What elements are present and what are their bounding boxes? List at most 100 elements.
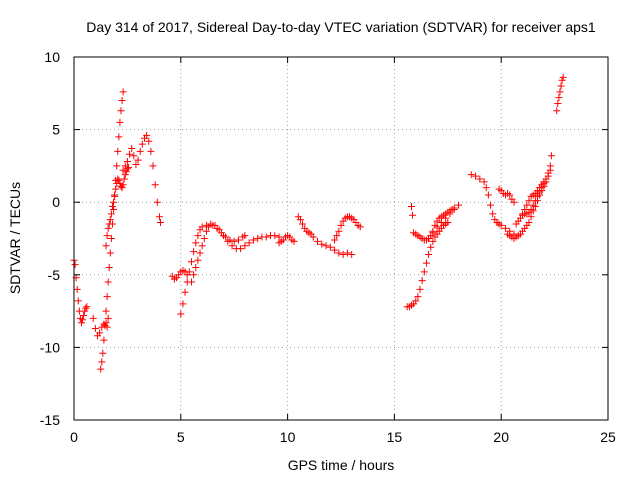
- data-point: [102, 307, 110, 315]
- data-point: [420, 268, 428, 276]
- data-point: [558, 76, 566, 84]
- data-point: [482, 184, 490, 192]
- data-point: [181, 288, 189, 296]
- y-tick-label: -10: [40, 339, 60, 355]
- data-point: [110, 198, 118, 206]
- data-point: [91, 325, 99, 333]
- data-point: [314, 237, 322, 245]
- x-axis-label: GPS time / hours: [288, 457, 395, 473]
- data-point: [547, 152, 555, 160]
- y-tick-label: -5: [48, 267, 61, 283]
- data-point: [222, 233, 230, 241]
- data-point: [444, 219, 452, 227]
- data-point: [145, 137, 153, 145]
- data-point: [245, 239, 253, 247]
- data-point: [510, 198, 518, 206]
- data-point: [437, 219, 445, 227]
- chart-title: Day 314 of 2017, Sidereal Day-to-day VTE…: [86, 19, 596, 35]
- data-point: [254, 235, 262, 242]
- data-point: [119, 88, 127, 96]
- data-point: [107, 210, 115, 218]
- data-point: [198, 242, 206, 250]
- data-point: [205, 223, 213, 231]
- data-point: [190, 248, 198, 256]
- data-point: [202, 227, 210, 235]
- data-point: [105, 264, 113, 272]
- plot-area-frame: [73, 56, 609, 421]
- data-point: [454, 201, 462, 209]
- data-point: [331, 246, 339, 254]
- y-tick-label: -15: [40, 412, 60, 428]
- data-point: [331, 236, 339, 244]
- data-point: [121, 162, 129, 170]
- data-point: [106, 216, 114, 224]
- data-point: [322, 242, 330, 250]
- data-point: [559, 73, 567, 81]
- x-tick-label: 10: [280, 429, 296, 445]
- data-point: [540, 178, 548, 186]
- data-point: [521, 205, 529, 213]
- data-point: [113, 162, 121, 170]
- data-point: [196, 249, 204, 257]
- data-point: [81, 307, 89, 315]
- data-point: [556, 88, 564, 96]
- data-point: [209, 221, 217, 229]
- data-point: [83, 303, 91, 311]
- data-point: [333, 232, 341, 240]
- data-point: [116, 179, 124, 187]
- data-point: [177, 310, 185, 318]
- data-point: [108, 203, 116, 211]
- data-point: [102, 319, 110, 327]
- data-point: [97, 365, 105, 373]
- data-point: [104, 224, 112, 232]
- data-point: [527, 213, 535, 221]
- data-point: [554, 99, 562, 107]
- data-point: [73, 285, 81, 293]
- data-point: [128, 144, 136, 152]
- data-point: [429, 237, 437, 245]
- data-point: [487, 201, 495, 209]
- data-point: [501, 224, 509, 232]
- data-point: [99, 349, 107, 357]
- data-point: [484, 191, 492, 199]
- data-point: [529, 201, 537, 209]
- data-point: [525, 197, 533, 205]
- data-points-layer: [70, 73, 567, 373]
- ticks-layer: 0 5 10 15 20 25 -15 -10 -5 0 5 10: [40, 49, 616, 445]
- data-point: [98, 358, 106, 366]
- data-point: [103, 232, 111, 240]
- data-point: [446, 210, 454, 218]
- data-point: [124, 163, 132, 171]
- data-point: [119, 166, 127, 174]
- data-point: [230, 237, 238, 245]
- data-point: [544, 169, 552, 177]
- data-point: [290, 237, 298, 245]
- x-tick-label: 20: [493, 429, 509, 445]
- data-point: [335, 249, 343, 257]
- data-point: [200, 235, 208, 242]
- data-point: [114, 175, 122, 183]
- data-point: [190, 271, 198, 279]
- data-point: [79, 316, 87, 324]
- data-point: [407, 203, 415, 211]
- data-point: [356, 223, 364, 231]
- data-point: [74, 297, 82, 305]
- data-point: [217, 229, 225, 237]
- data-point: [557, 82, 565, 90]
- data-point: [102, 242, 110, 250]
- data-point: [143, 131, 151, 139]
- data-point: [326, 243, 334, 251]
- data-point: [450, 205, 458, 213]
- data-point: [425, 235, 433, 242]
- data-point: [96, 329, 104, 337]
- data-point: [192, 239, 200, 247]
- data-point: [107, 235, 115, 242]
- data-point: [118, 97, 126, 105]
- data-point: [77, 319, 85, 327]
- data-point: [237, 245, 245, 253]
- data-point: [185, 268, 193, 276]
- data-point: [339, 250, 347, 258]
- data-point: [296, 216, 304, 224]
- data-point: [531, 197, 539, 205]
